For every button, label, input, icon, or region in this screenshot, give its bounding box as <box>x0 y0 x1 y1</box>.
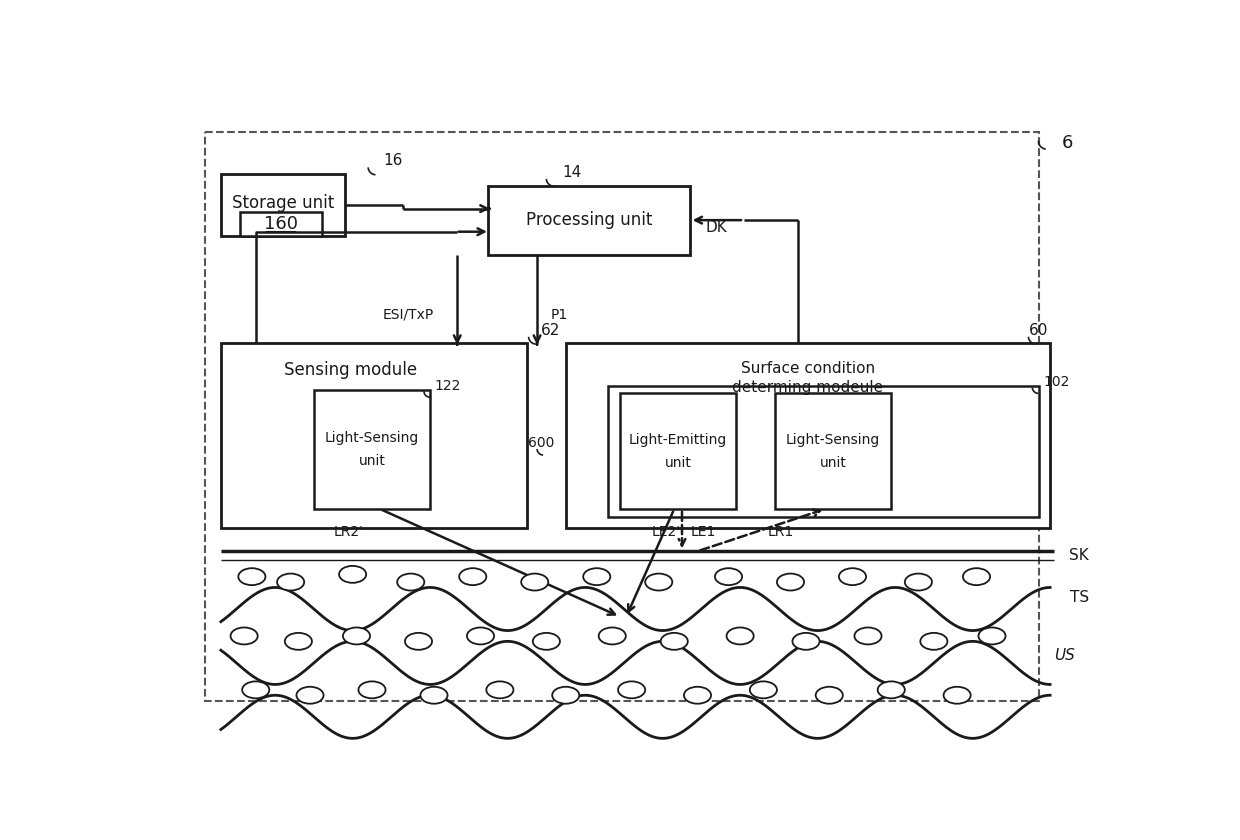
Ellipse shape <box>339 566 366 583</box>
Ellipse shape <box>963 568 990 585</box>
Ellipse shape <box>618 681 645 698</box>
Text: 60: 60 <box>1028 323 1048 338</box>
Ellipse shape <box>944 687 971 704</box>
Ellipse shape <box>816 687 843 704</box>
Ellipse shape <box>242 681 269 698</box>
Ellipse shape <box>792 633 820 650</box>
Text: Light-Sensing: Light-Sensing <box>325 431 419 444</box>
Ellipse shape <box>839 568 866 585</box>
Text: unit: unit <box>665 455 692 470</box>
Ellipse shape <box>343 627 370 644</box>
Text: 16: 16 <box>383 154 403 168</box>
Ellipse shape <box>533 633 560 650</box>
Bar <box>241 213 321 235</box>
Ellipse shape <box>854 627 882 644</box>
Ellipse shape <box>905 574 932 591</box>
Text: 14: 14 <box>562 165 582 180</box>
Text: LR1: LR1 <box>768 525 794 539</box>
Text: LE2': LE2' <box>652 525 681 539</box>
Text: 122: 122 <box>435 379 461 392</box>
Ellipse shape <box>397 574 424 591</box>
Bar <box>775 393 892 509</box>
Ellipse shape <box>727 627 754 644</box>
Ellipse shape <box>521 574 548 591</box>
Bar <box>609 386 1039 517</box>
Text: SK: SK <box>1069 548 1089 563</box>
Text: Surface condition: Surface condition <box>740 361 875 376</box>
Text: 6: 6 <box>1061 134 1073 152</box>
Text: Storage unit: Storage unit <box>232 194 334 213</box>
Ellipse shape <box>285 633 312 650</box>
Text: LR2': LR2' <box>334 525 363 539</box>
Text: P1: P1 <box>551 307 568 322</box>
Ellipse shape <box>920 633 947 650</box>
Ellipse shape <box>684 687 711 704</box>
Ellipse shape <box>486 681 513 698</box>
Bar <box>620 393 737 509</box>
Ellipse shape <box>277 574 304 591</box>
Text: 102: 102 <box>1043 375 1070 389</box>
Text: Processing unit: Processing unit <box>526 211 652 229</box>
Text: determing modeule: determing modeule <box>733 380 883 395</box>
Text: ESI/TxP: ESI/TxP <box>383 307 434 322</box>
Bar <box>221 344 527 528</box>
Ellipse shape <box>750 681 777 698</box>
Text: Light-Emitting: Light-Emitting <box>629 433 727 447</box>
Ellipse shape <box>405 633 432 650</box>
Ellipse shape <box>296 687 324 704</box>
Text: unit: unit <box>820 455 847 470</box>
Ellipse shape <box>978 627 1006 644</box>
Text: US: US <box>1054 648 1075 663</box>
Ellipse shape <box>552 687 579 704</box>
Ellipse shape <box>420 687 448 704</box>
Text: 600: 600 <box>528 437 554 450</box>
Bar <box>314 390 430 509</box>
Ellipse shape <box>777 574 804 591</box>
Ellipse shape <box>583 568 610 585</box>
Text: TS: TS <box>1069 590 1089 605</box>
Text: LE1: LE1 <box>691 525 715 539</box>
Text: DK: DK <box>706 220 727 235</box>
Ellipse shape <box>358 681 386 698</box>
Ellipse shape <box>645 574 672 591</box>
Ellipse shape <box>238 568 265 585</box>
Ellipse shape <box>231 627 258 644</box>
Bar <box>489 186 689 255</box>
Ellipse shape <box>467 627 494 644</box>
Ellipse shape <box>459 568 486 585</box>
Text: Light-Sensing: Light-Sensing <box>786 433 880 447</box>
Text: Sensing module: Sensing module <box>284 361 417 380</box>
Bar <box>206 132 1039 701</box>
Text: unit: unit <box>358 454 386 468</box>
Text: 160: 160 <box>264 215 298 233</box>
Ellipse shape <box>715 568 742 585</box>
Ellipse shape <box>661 633 688 650</box>
Bar <box>221 174 345 235</box>
Ellipse shape <box>599 627 626 644</box>
Text: 62: 62 <box>541 323 560 338</box>
Ellipse shape <box>878 681 905 698</box>
Bar <box>565 344 1050 528</box>
